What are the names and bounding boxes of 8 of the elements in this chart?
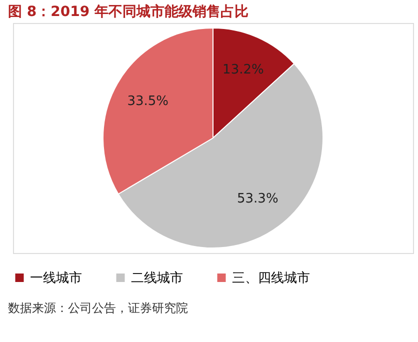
data-label: 13.2%: [222, 62, 264, 78]
legend-label: 一线城市: [30, 270, 82, 286]
source-note: 数据来源：公司公告，证券研究院: [8, 301, 188, 315]
chart-title: 图 8：2019 年不同城市能级销售占比: [8, 3, 248, 20]
data-label: 33.5%: [127, 94, 169, 109]
data-label: 53.3%: [237, 191, 278, 206]
legend-label: 二线城市: [131, 270, 183, 286]
legend-label: 三、四线城市: [232, 270, 310, 286]
